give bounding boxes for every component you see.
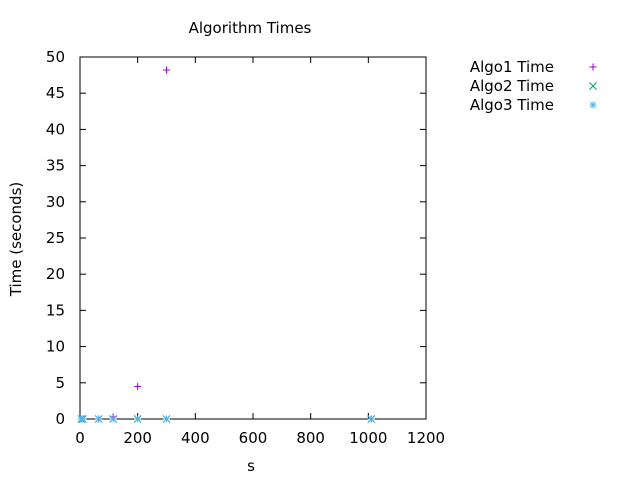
legend-item: Algo2 Time [470, 77, 597, 95]
legend-label: Algo3 Time [470, 96, 554, 114]
y-tick-label: 15 [46, 301, 65, 319]
data-point [163, 415, 170, 423]
x-tick-label: 1000 [349, 429, 387, 447]
y-tick-label: 0 [55, 410, 65, 428]
x-axis-title: s [247, 457, 255, 475]
data-point [109, 415, 117, 423]
legend-marker [589, 101, 597, 109]
x-tick-label: 200 [123, 429, 152, 447]
legend-item: Algo1 Time [470, 58, 597, 76]
legend-label: Algo2 Time [470, 77, 554, 95]
x-tick-label: 1200 [407, 429, 445, 447]
y-tick-label: 40 [46, 120, 65, 138]
y-tick-label: 20 [46, 265, 65, 283]
legend-item: Algo3 Time [470, 96, 597, 114]
y-tick-label: 5 [55, 374, 65, 392]
data-point [134, 415, 142, 423]
chart-title: Algorithm Times [189, 19, 312, 37]
x-tick-label: 800 [296, 429, 325, 447]
x-tick-label: 400 [181, 429, 210, 447]
x-tick-label: 600 [239, 429, 268, 447]
data-point [134, 382, 142, 390]
data-point [79, 415, 87, 423]
y-axis-title: Time (seconds) [7, 182, 25, 298]
legend-label: Algo1 Time [470, 58, 554, 76]
x-tick-label: 0 [75, 429, 85, 447]
y-tick-label: 35 [46, 157, 65, 175]
legend-marker [589, 82, 597, 90]
data-point [163, 66, 170, 74]
data-point [367, 415, 375, 423]
legend-marker [589, 63, 597, 71]
series-3 [77, 415, 375, 423]
y-tick-label: 45 [46, 84, 65, 102]
y-tick-label: 25 [46, 229, 65, 247]
y-tick-label: 50 [46, 48, 65, 66]
y-tick-label: 10 [46, 338, 65, 356]
data-point [95, 415, 103, 423]
y-tick-label: 30 [46, 193, 65, 211]
